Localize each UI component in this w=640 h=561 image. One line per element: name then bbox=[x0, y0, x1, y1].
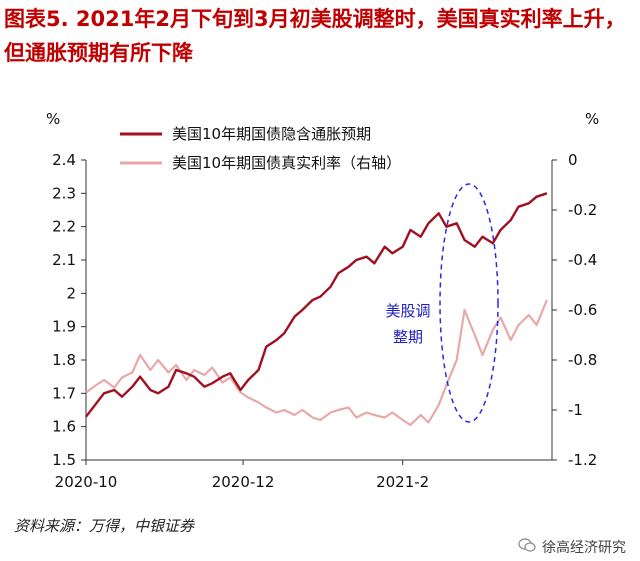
legend-label-real-rate: 美国10年期国债真实利率（右轴） bbox=[172, 154, 401, 172]
right-tick-label: -0.2 bbox=[568, 201, 597, 219]
right-tick-label: 0 bbox=[568, 151, 578, 169]
right-unit: % bbox=[585, 110, 599, 128]
annotation-line1: 美股调 bbox=[385, 302, 430, 320]
series-lines bbox=[85, 192, 548, 427]
left-tick-label: 2.4 bbox=[52, 151, 76, 169]
watermark: 徐高经济研究 bbox=[518, 537, 626, 557]
x-tick-label: 2021-2 bbox=[376, 473, 429, 491]
right-tick-label: -0.6 bbox=[568, 301, 597, 319]
annotation-line2: 整期 bbox=[393, 328, 423, 346]
left-tick-label: 1.9 bbox=[52, 318, 76, 336]
legend: 美国10年期国债隐含通胀预期 美国10年期国债真实利率（右轴） bbox=[120, 125, 401, 172]
axes bbox=[85, 160, 553, 461]
watermark-text: 徐高经济研究 bbox=[542, 540, 626, 556]
adjustment-period-ellipse bbox=[439, 183, 499, 423]
left-tick-label: 1.6 bbox=[52, 418, 76, 436]
x-tick-label: 2020-10 bbox=[55, 473, 118, 491]
right-y-ticks: -1.2 -1 -0.8 -0.6 -0.4 -0.2 0 bbox=[552, 151, 597, 469]
right-tick-label: -0.4 bbox=[568, 251, 597, 269]
left-tick-label: 2.2 bbox=[52, 218, 76, 236]
left-tick-label: 1.8 bbox=[52, 351, 76, 369]
x-tick-label: 2020-12 bbox=[212, 473, 275, 491]
left-tick-label: 2.3 bbox=[52, 184, 76, 202]
right-tick-label: -0.8 bbox=[568, 351, 597, 369]
figure-title: 图表5. 2021年2月下旬到3月初美股调整时，美国真实利率上升，但通胀预期有所… bbox=[4, 7, 626, 65]
left-tick-label: 1.7 bbox=[52, 384, 76, 402]
chart: 1.51.61.71.81.922.12.22.32.4 -1.2-1-0.8-… bbox=[46, 110, 599, 491]
left-tick-label: 2 bbox=[66, 284, 76, 302]
left-tick-label: 1.5 bbox=[52, 451, 76, 469]
right-tick-label: -1.2 bbox=[568, 451, 597, 469]
legend-label-inflation: 美国10年期国债隐含通胀预期 bbox=[172, 125, 371, 143]
right-tick-label: -1 bbox=[568, 401, 583, 419]
x-ticks: 2020-10 2020-12 2021-2 bbox=[55, 460, 429, 491]
wechat-icon bbox=[518, 538, 536, 556]
left-unit: % bbox=[46, 110, 60, 128]
left-y-ticks: 1.5 1.6 1.7 1.8 1.9 2 2.1 2.2 2.3 2.4 bbox=[52, 151, 86, 469]
source-note: 资料来源：万得，中银证券 bbox=[14, 517, 195, 535]
series-line-real-rate bbox=[85, 299, 548, 427]
series-line-inflation bbox=[85, 192, 548, 418]
left-tick-label: 2.1 bbox=[52, 251, 76, 269]
